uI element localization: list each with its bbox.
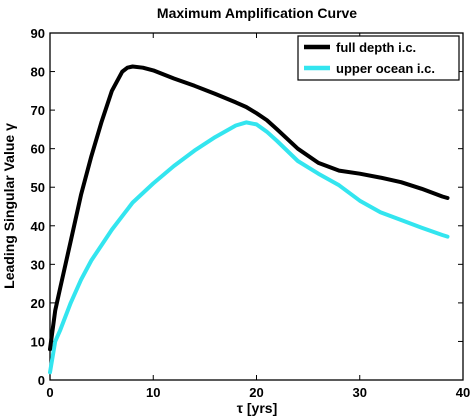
y-tick-label: 20 [31, 296, 45, 311]
y-tick-label: 80 [31, 65, 45, 80]
x-tick-label: 10 [146, 385, 160, 400]
legend-label-full-depth: full depth i.c. [336, 40, 416, 55]
x-tick-label: 40 [456, 385, 470, 400]
y-tick-label: 90 [31, 26, 45, 41]
x-tick-label: 30 [353, 385, 367, 400]
chart-title: Maximum Amplification Curve [157, 5, 357, 21]
y-tick-label: 50 [31, 180, 45, 195]
axis-ticks: 0 10 20 30 40 0 10 20 30 40 50 60 70 80 90 [31, 26, 471, 400]
plot-frame [49, 32, 464, 381]
y-tick-label: 40 [31, 219, 45, 234]
y-tick-label: 0 [38, 373, 45, 388]
series-line-upper-ocean [48, 120, 450, 375]
y-tick-label: 60 [31, 142, 45, 157]
y-tick-label: 70 [31, 103, 45, 118]
legend-label-upper-ocean: upper ocean i.c. [336, 61, 435, 76]
y-tick-label: 30 [31, 257, 45, 272]
x-axis-label: τ [yrs] [237, 400, 277, 416]
y-tick-label: 10 [31, 334, 45, 349]
series-line-full-depth [48, 64, 450, 352]
x-tick-label: 0 [46, 385, 53, 400]
y-axis-label: Leading Singular Value γ [1, 123, 17, 289]
legend-box [297, 35, 460, 81]
x-tick-label: 20 [249, 385, 263, 400]
series-lines [48, 64, 450, 375]
legend: full depth i.c. upper ocean i.c. [297, 35, 460, 81]
